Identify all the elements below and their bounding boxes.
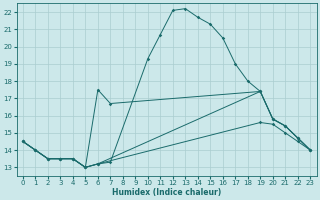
X-axis label: Humidex (Indice chaleur): Humidex (Indice chaleur) (112, 188, 221, 197)
